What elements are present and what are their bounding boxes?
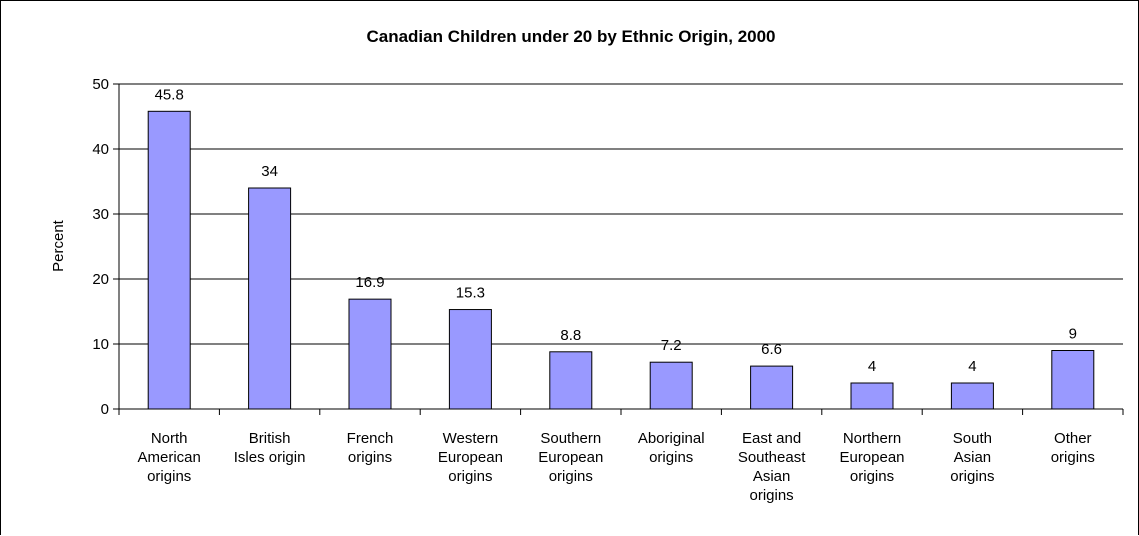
bar-5: [649, 361, 693, 410]
data-label-7: 4: [868, 358, 876, 375]
y-axis-title: Percent: [50, 219, 67, 272]
category-label-line: European: [438, 449, 503, 466]
bar-6: [750, 365, 794, 410]
category-label-7: Northern European origins: [839, 430, 904, 485]
data-label-9: 9: [1069, 326, 1077, 343]
category-label-4: Southern European origins: [538, 430, 603, 485]
bar-7: [850, 382, 894, 410]
category-label-line: origins: [950, 468, 994, 485]
category-label-8: South Asian origins: [950, 430, 994, 485]
category-label-line: origins: [850, 468, 894, 485]
data-label-8: 4: [968, 358, 976, 375]
category-label-line: European: [839, 449, 904, 466]
bar-0: [147, 110, 191, 410]
category-label-line: Western: [443, 430, 499, 447]
axes: 0 10 20 30 40 50: [92, 76, 1124, 418]
category-label-line: Southern: [540, 430, 601, 447]
category-label-line: British: [249, 430, 291, 447]
category-label-line: origins: [549, 468, 593, 485]
category-label-line: origins: [649, 449, 693, 466]
data-labels: 45.8 34 16.9 15.3 8.8 7.2 6.6 4 4 9: [155, 86, 1077, 375]
category-label-line: Isles origin: [234, 449, 306, 466]
category-label-line: French: [347, 430, 394, 447]
category-label-line: origins: [1051, 449, 1095, 466]
bar-2: [348, 298, 392, 410]
y-tick-label-20: 20: [92, 271, 109, 288]
bar-1: [248, 187, 292, 410]
category-label-line: Asian: [954, 449, 992, 466]
category-label-2: French origins: [347, 430, 394, 466]
bars: [147, 110, 1095, 410]
category-label-line: origins: [448, 468, 492, 485]
category-label-3: Western European origins: [438, 430, 503, 485]
data-label-3: 15.3: [456, 285, 485, 302]
category-label-6: East and Southeast Asian origins: [738, 430, 806, 504]
bar-9: [1051, 350, 1095, 410]
chart-title: Canadian Children under 20 by Ethnic Ori…: [366, 27, 775, 46]
category-labels: North American origins British Isles origin F…: [138, 430, 1095, 504]
category-label-line: Other: [1054, 430, 1092, 447]
category-label-line: South: [953, 430, 992, 447]
y-tick-label-50: 50: [92, 76, 109, 93]
data-label-1: 34: [261, 163, 278, 180]
category-label-0: North American origins: [138, 430, 201, 485]
category-label-line: North: [151, 430, 188, 447]
y-tick-label-10: 10: [92, 336, 109, 353]
category-label-5: Aboriginal origins: [638, 430, 705, 466]
data-label-5: 7.2: [661, 337, 682, 354]
category-label-line: origins: [348, 449, 392, 466]
category-label-1: British Isles origin: [234, 430, 306, 466]
y-tick-label-30: 30: [92, 206, 109, 223]
category-label-line: origins: [147, 468, 191, 485]
category-label-line: East and: [742, 430, 801, 447]
data-label-4: 8.8: [560, 327, 581, 344]
bar-3: [448, 309, 492, 410]
category-label-line: Asian: [753, 468, 791, 485]
category-label-9: Other origins: [1051, 430, 1095, 466]
category-label-line: American: [138, 449, 201, 466]
category-label-line: European: [538, 449, 603, 466]
category-label-line: origins: [750, 487, 794, 504]
data-label-6: 6.6: [761, 341, 782, 358]
bar-4: [549, 351, 593, 410]
data-label-0: 45.8: [155, 86, 184, 103]
category-label-line: Northern: [843, 430, 901, 447]
y-tick-label-40: 40: [92, 141, 109, 158]
data-label-2: 16.9: [355, 274, 384, 291]
category-label-line: Aboriginal: [638, 430, 705, 447]
y-tick-label-0: 0: [101, 401, 109, 418]
bar-8: [950, 382, 994, 410]
category-label-line: Southeast: [738, 449, 806, 466]
